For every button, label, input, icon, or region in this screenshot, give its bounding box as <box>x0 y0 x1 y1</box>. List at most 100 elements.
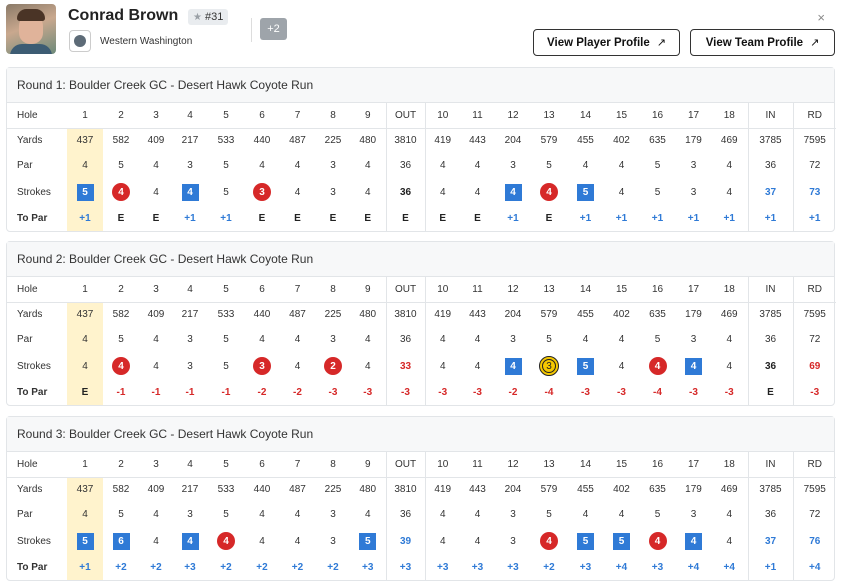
strokes-cell: 4 <box>139 527 173 555</box>
par-value: 3 <box>330 509 336 520</box>
strokes-cell: 4 <box>245 527 279 555</box>
par-value: 36 <box>764 509 777 520</box>
hole-cell: 12 <box>495 452 531 478</box>
strokes-cell: 36 <box>385 178 425 206</box>
strokes-cell: 3 <box>316 178 350 206</box>
yards-cell: 225 <box>316 128 350 153</box>
hole-cell: 15 <box>604 277 639 303</box>
strokes-cell: 4 <box>531 178 567 206</box>
par-value: 4 <box>582 334 589 345</box>
yards-value: 440 <box>253 309 271 321</box>
strokes-cell: 4 <box>639 527 676 555</box>
yards-value: 582 <box>112 135 130 147</box>
hole-label: Hole <box>7 103 67 129</box>
topar-cell: -3 <box>711 380 748 405</box>
to-par-value: -1 <box>221 387 231 398</box>
hole-cell: 18 <box>711 277 748 303</box>
view-player-profile-button[interactable]: View Player Profile ↗ <box>533 29 680 56</box>
par-label: Par <box>17 509 33 520</box>
bogey-marker: 4 <box>685 357 702 375</box>
yards-value: 469 <box>720 484 738 496</box>
yards-cell: 440 <box>245 477 279 502</box>
hole-value: RD <box>807 283 822 295</box>
topar-cell: +2 <box>279 555 316 580</box>
hole-cell: 1 <box>67 452 103 478</box>
par-value: 4 <box>259 334 265 345</box>
yards-cell: 409 <box>139 477 173 502</box>
yards-cell: 204 <box>495 128 531 153</box>
par-value: 4 <box>582 509 589 520</box>
par-score: 3 <box>690 186 697 198</box>
yards-cell: 455 <box>567 477 604 502</box>
birdie-marker: 4 <box>217 532 235 550</box>
hole-cell: OUT <box>385 277 425 303</box>
yards-cell: 443 <box>460 477 495 502</box>
yards-cell: 469 <box>711 477 748 502</box>
par-value: 4 <box>618 160 625 171</box>
topar-cell: +1 <box>676 206 711 231</box>
par-cell: 36 <box>747 502 793 527</box>
to-par-value: +1 <box>764 213 777 224</box>
hole-value: 16 <box>651 283 664 295</box>
topar-cell: -3 <box>350 380 386 405</box>
par-value: 5 <box>546 509 552 520</box>
yards-cell: 437 <box>67 477 103 502</box>
external-link-icon: ↗ <box>810 37 820 49</box>
hole-value: 6 <box>259 458 265 470</box>
par-cell: 4 <box>245 153 279 178</box>
topar-cell: -2 <box>279 380 316 405</box>
external-link-icon: ↗ <box>656 37 666 49</box>
strokes-cell: 4 <box>424 527 460 555</box>
hole-value: 10 <box>437 458 449 470</box>
yards-value: 440 <box>253 484 271 496</box>
topar-cell: +3 <box>567 555 604 580</box>
topar-cell: -3 <box>385 380 425 405</box>
par-cell: 4 <box>245 502 279 527</box>
scorecard-table: Hole 1 2 3 4 5 6 7 8 9 OUT 10 11 12 13 14 15 16 17 18 IN RD Ya… <box>7 452 836 580</box>
strokes-cell: 4 <box>639 352 676 380</box>
stroke-total: 69 <box>809 360 821 372</box>
topar-cell: +1 <box>747 555 793 580</box>
to-par-value: +3 <box>362 562 374 573</box>
strokes-cell: 4 <box>424 178 460 206</box>
hole-cell: 17 <box>676 452 711 478</box>
yards-value: 409 <box>147 135 165 147</box>
par-value: 5 <box>223 160 229 171</box>
topar-cell: -2 <box>245 380 279 405</box>
to-par-value: -1 <box>116 387 126 398</box>
yards-cell: 419 <box>424 302 460 327</box>
stroke-total: 37 <box>764 186 777 198</box>
player-name: Conrad Brown <box>68 7 179 24</box>
yards-value: 204 <box>504 484 522 496</box>
yards-cell: 7595 <box>792 477 836 502</box>
yards-cell: 443 <box>460 128 495 153</box>
close-button[interactable]: × <box>817 10 825 25</box>
yards-value: 419 <box>434 309 452 321</box>
round-title: Round 3: Boulder Creek GC - Desert Hawk … <box>7 417 834 452</box>
par-score: 3 <box>510 535 516 547</box>
par-cell: 3 <box>676 153 711 178</box>
yards-value: 402 <box>613 484 630 496</box>
yards-cell: 440 <box>245 128 279 153</box>
school-logo-icon <box>69 30 91 52</box>
par-value: 72 <box>809 334 821 345</box>
strokes-cell: 36 <box>747 352 793 380</box>
par-score: 4 <box>618 360 625 372</box>
hole-value: OUT <box>394 458 417 470</box>
hole-cell: 4 <box>173 277 207 303</box>
yards-cell: 7595 <box>792 302 836 327</box>
yards-cell: 579 <box>531 302 567 327</box>
strokes-cell: 37 <box>747 527 793 555</box>
to-par-value: +2 <box>256 562 268 573</box>
hole-value: 13 <box>543 109 555 121</box>
view-team-profile-button[interactable]: View Team Profile ↗ <box>690 29 835 56</box>
to-par-value: -3 <box>401 387 410 398</box>
par-score: 5 <box>223 186 229 198</box>
par-value: 4 <box>294 509 301 520</box>
more-players-button[interactable]: +2 <box>260 18 287 40</box>
bogey-marker: 4 <box>181 183 199 201</box>
hole-cell: 4 <box>173 103 207 129</box>
par-score: 4 <box>364 186 371 198</box>
hole-cell: RD <box>792 452 836 478</box>
divider <box>251 18 252 42</box>
